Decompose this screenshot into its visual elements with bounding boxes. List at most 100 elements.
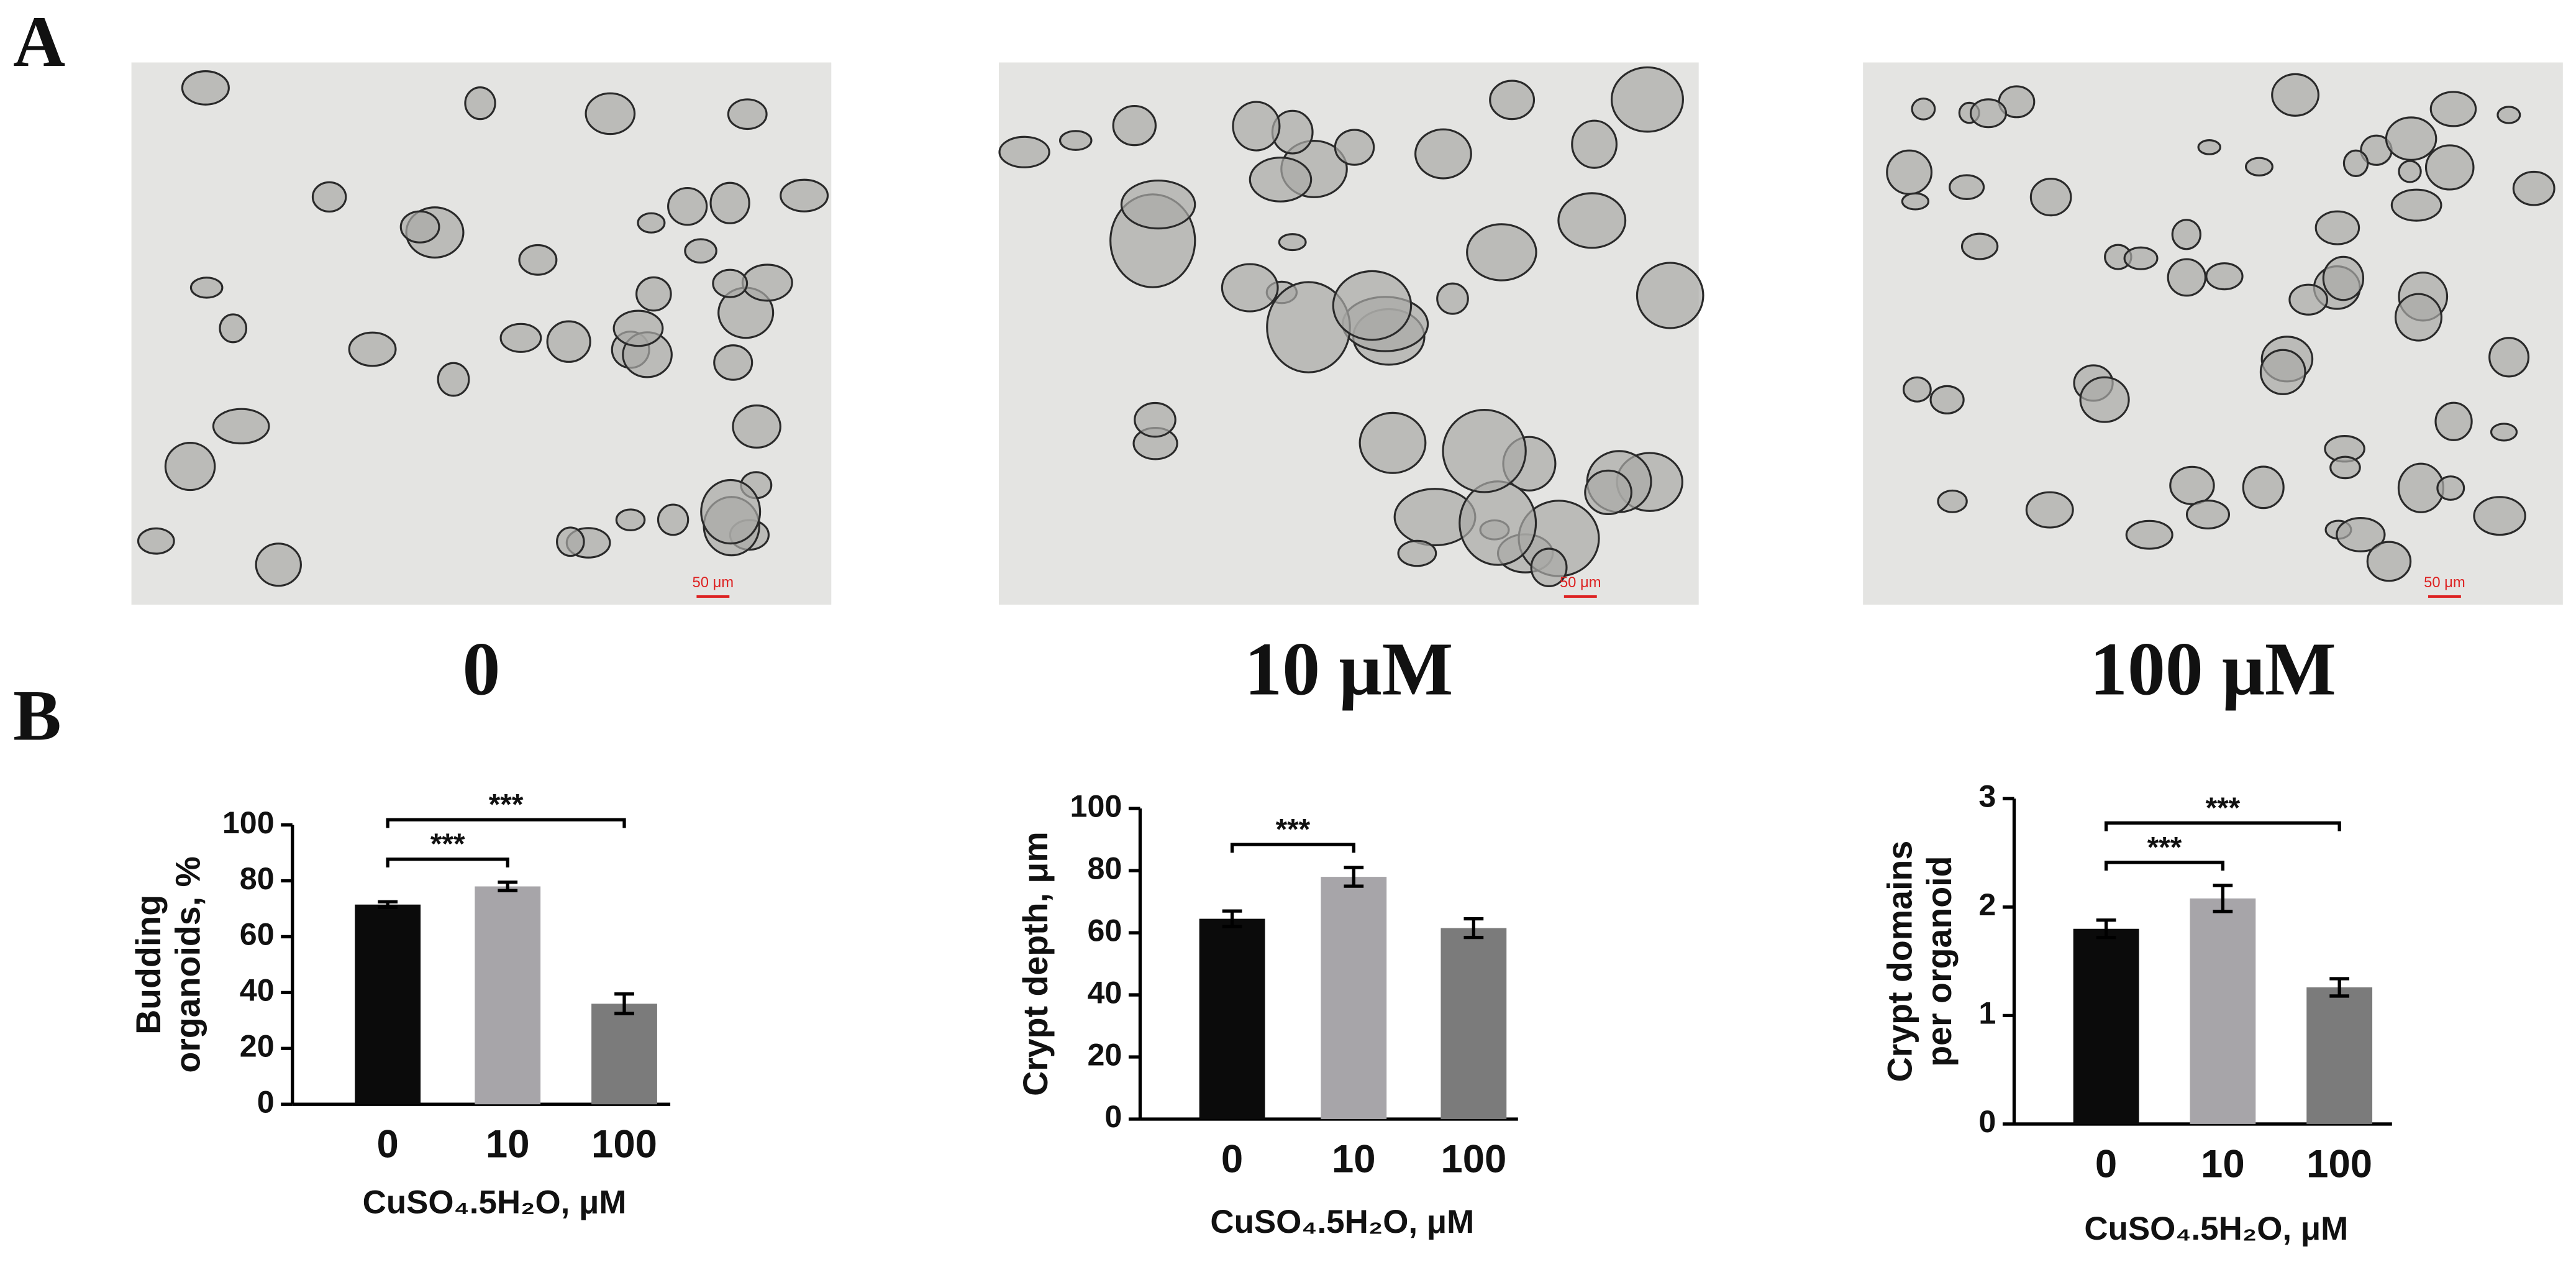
organoid — [348, 331, 397, 367]
organoid — [2488, 337, 2530, 378]
organoid — [1397, 539, 1437, 567]
y-tick-label: 40 — [240, 973, 275, 1008]
x-tick-label: 100 — [2306, 1142, 2372, 1186]
organoid — [2029, 178, 2072, 217]
y-tick-label: 0 — [1104, 1099, 1122, 1134]
scale-bar-label: 50 μm — [1560, 574, 1601, 591]
organoid — [1929, 385, 1965, 414]
y-axis-label: per organoid — [1920, 856, 1959, 1066]
organoid — [1232, 101, 1281, 152]
error-bar — [2329, 977, 2350, 998]
organoid — [2171, 219, 2201, 250]
organoid — [255, 542, 302, 587]
y-tick-label: 20 — [1087, 1037, 1122, 1072]
organoid — [2336, 517, 2386, 552]
organoid — [2342, 149, 2369, 178]
y-tick-label: 100 — [1070, 789, 1122, 823]
organoid — [499, 322, 542, 353]
image-caption: 100 μM — [2090, 628, 2336, 711]
error-bar — [498, 880, 518, 892]
significance-bracket — [2104, 821, 2341, 831]
y-axis-label: organoids, % — [168, 856, 207, 1073]
organoid — [1960, 232, 1999, 260]
organoid — [2197, 139, 2221, 155]
organoid — [464, 86, 496, 121]
organoid — [1134, 401, 1176, 438]
organoid — [657, 503, 690, 536]
bar — [2073, 928, 2139, 1124]
x-tick-label: 0 — [377, 1123, 399, 1166]
organoid — [684, 238, 717, 264]
bar — [1199, 918, 1265, 1119]
organoid — [1571, 119, 1618, 169]
organoid — [2167, 258, 2207, 297]
y-tick-label: 80 — [1087, 851, 1122, 885]
organoid — [712, 268, 749, 298]
organoid — [2429, 91, 2477, 127]
organoid — [585, 92, 636, 135]
significance-bracket — [386, 858, 509, 867]
x-axis-label: CuSO₄.5H₂O, μM — [363, 1184, 627, 1220]
y-axis-label: Crypt domains — [1880, 841, 1919, 1082]
organoid — [2398, 160, 2422, 183]
organoid — [667, 186, 708, 226]
significance-label: *** — [2147, 831, 2182, 864]
x-tick-label: 100 — [591, 1123, 657, 1166]
organoid — [2366, 541, 2412, 582]
y-tick-label: 3 — [1978, 779, 1996, 814]
organoid — [164, 442, 216, 492]
y-axis-label: Budding — [129, 895, 168, 1035]
organoid — [615, 508, 646, 531]
organoid — [1112, 105, 1157, 147]
organoid — [1901, 192, 1930, 211]
organoid — [2244, 157, 2273, 176]
organoid — [1584, 469, 1632, 516]
organoid — [1530, 547, 1568, 587]
error-bar — [614, 992, 634, 1015]
error-bar — [2096, 918, 2116, 940]
x-tick-label: 0 — [2095, 1142, 2117, 1186]
organoid — [437, 362, 470, 397]
organoid — [1949, 174, 1985, 200]
organoid — [2385, 116, 2437, 161]
organoid — [2205, 262, 2244, 291]
y-tick-label: 60 — [240, 917, 275, 952]
organoid — [189, 277, 224, 299]
organoid — [1969, 98, 2008, 129]
organoid — [2079, 376, 2130, 423]
x-tick-label: 100 — [1440, 1138, 1506, 1181]
organoid — [1610, 66, 1684, 133]
organoid — [1058, 130, 1093, 151]
organoid — [2512, 170, 2556, 206]
significance-label: *** — [430, 828, 465, 861]
organoid — [1937, 489, 1968, 513]
organoid — [2424, 144, 2475, 191]
image-caption: 10 μM — [1244, 628, 1453, 711]
organoid — [181, 70, 230, 106]
organoid — [2434, 401, 2473, 441]
bar — [591, 1004, 657, 1105]
organoid — [1911, 98, 1936, 121]
organoid — [1436, 282, 1469, 315]
organoid — [2025, 491, 2074, 529]
organoid — [2242, 465, 2285, 510]
y-tick-label: 60 — [1087, 913, 1122, 948]
organoid — [2123, 246, 2159, 270]
y-tick-label: 0 — [1978, 1104, 1996, 1139]
organoid — [219, 313, 248, 344]
organoid — [998, 135, 1050, 168]
y-tick-label: 40 — [1087, 975, 1122, 1010]
organoid — [1332, 270, 1413, 341]
organoid — [2288, 283, 2329, 316]
organoid — [311, 181, 347, 213]
organoid — [546, 320, 591, 363]
y-tick-label: 100 — [222, 805, 275, 840]
organoid — [2436, 475, 2465, 501]
organoid — [1466, 223, 1537, 281]
organoid — [1557, 192, 1627, 249]
error-bar — [2213, 884, 2233, 913]
scale-bar-label: 50 μm — [2424, 574, 2465, 591]
organoid — [1489, 80, 1536, 121]
organoid — [2314, 210, 2360, 245]
